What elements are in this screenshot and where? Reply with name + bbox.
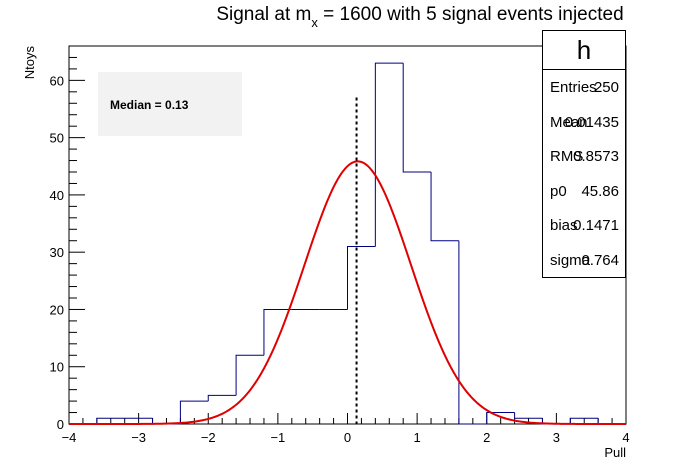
annotation-box [98,72,242,136]
histogram-bin [179,400,209,424]
x-tick-label: 3 [553,430,560,445]
data-series [69,62,626,425]
stats-value: 0.764 [581,251,619,269]
stats-key: p0 [550,182,567,200]
stats-value: 0.8573 [573,148,619,166]
x-axis-label: Pull [604,445,626,460]
y-tick-label: 30 [50,245,64,260]
stats-key: bias [550,217,578,235]
chart-title: Signal at mx = 1600 with 5 signal events… [216,4,623,30]
y-tick-label: 10 [50,360,64,375]
x-tick-label: 1 [414,430,421,445]
histogram-bin [263,308,292,356]
histogram-bin [235,354,264,396]
median-annotation: Median = 0.13 [110,98,189,112]
stats-row-rms: RMS 0.8573 [543,139,625,174]
x-tick-label: 4 [622,430,629,445]
histogram-bin [207,394,237,402]
stats-value: 250 [593,79,619,96]
x-tick-label: −1 [270,430,285,445]
histogram-bin [347,245,376,310]
y-tick-label: 40 [50,188,64,203]
y-tick-label: 20 [50,302,64,317]
chart-title-rest: = 1600 with 5 signal events injected [318,4,624,25]
x-tick-label: 2 [483,430,490,445]
histogram-bin [430,172,459,242]
stats-key: Mean [550,113,588,131]
histogram-bin [96,417,125,424]
chart-title-subscript: x [311,15,318,30]
x-tick-label: −3 [131,430,146,445]
stats-box-title: h [543,31,625,70]
stats-key: sigma [550,251,591,269]
x-tick-label: −2 [201,430,216,445]
stats-box: h Entries 250 Mean 0.01435 RMS 0.8573 p0… [542,30,626,278]
x-tick-label: 0 [344,430,351,445]
gaussian-fit-curve [69,160,626,425]
histogram-bin [514,412,543,419]
stats-row-mean: Mean 0.01435 [543,105,625,140]
stats-row-bias: bias 0.1471 [543,208,625,243]
stats-value: 0.01435 [564,113,619,131]
stats-value: 0.1471 [573,217,619,235]
x-tick-label: −4 [62,430,77,445]
histogram-bin [402,63,432,173]
histogram-bin [374,62,404,247]
stats-row-entries: Entries 250 [543,70,625,105]
y-tick-label: 0 [57,417,64,432]
histogram-bin [569,417,599,424]
y-tick-label: 50 [50,131,64,146]
histogram-bin [486,412,515,424]
stats-row-sigma: sigma 0.764 [543,243,625,278]
stats-key: Entries [550,79,597,96]
histogram-bin [458,240,487,425]
stats-row-p0: p0 45.86 [543,174,625,209]
stats-value: 45.86 [581,182,619,200]
y-axis-label: Ntoys [22,46,37,80]
y-tick-label: 60 [50,73,64,88]
chart-title-main: Signal at m [216,4,311,25]
stats-key: RMS [550,148,584,166]
